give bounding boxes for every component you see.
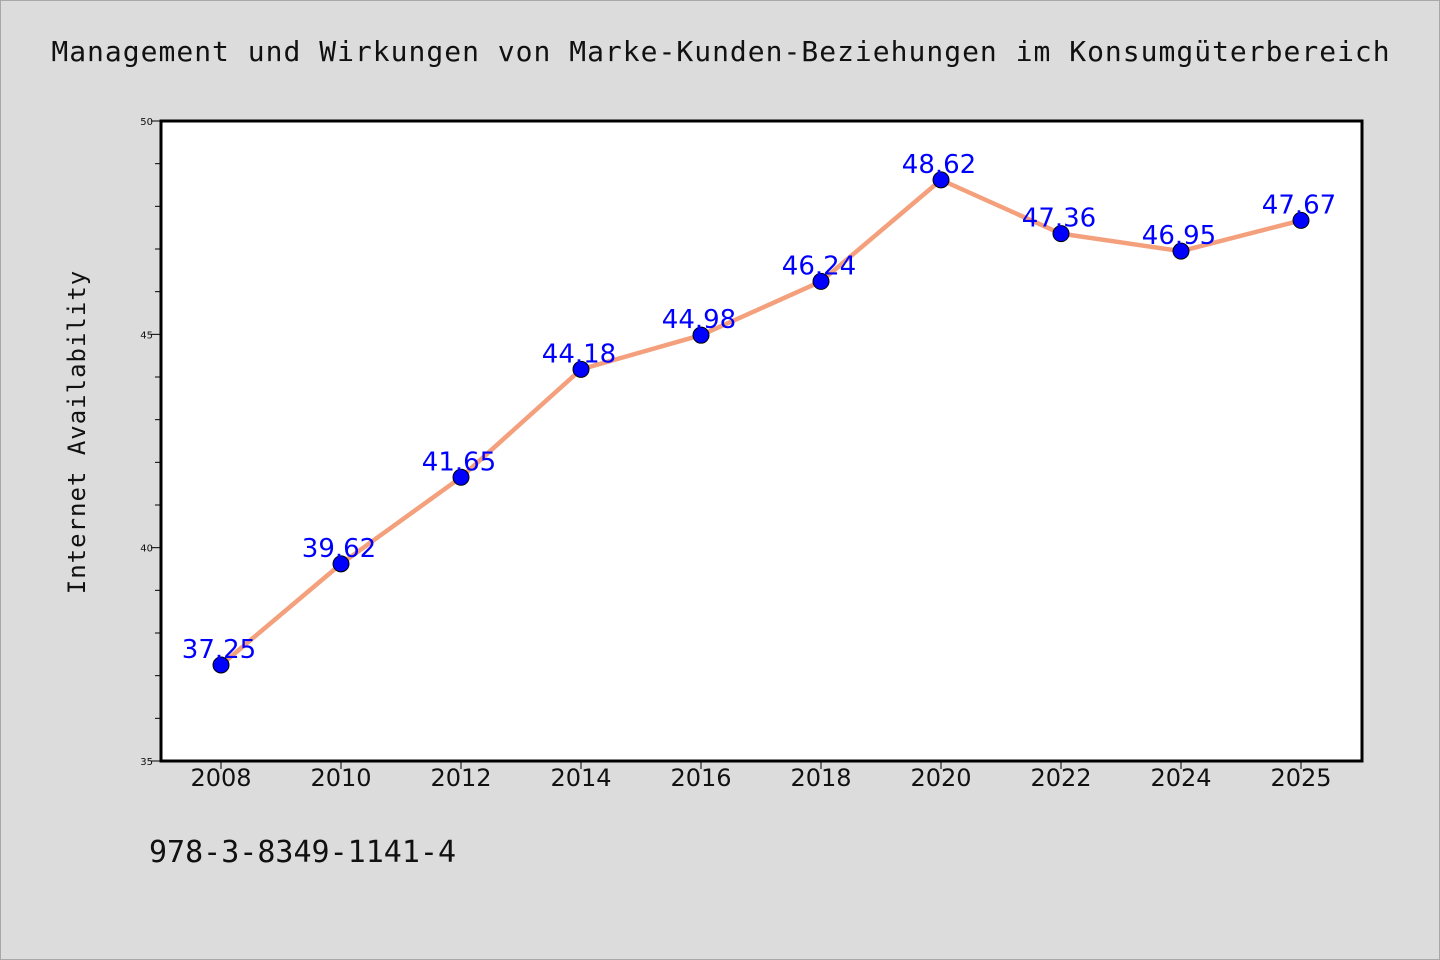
data-point bbox=[332, 555, 350, 573]
data-point bbox=[692, 326, 710, 344]
x-tick-label: 2018 bbox=[790, 764, 851, 792]
data-label: 47.36 bbox=[1022, 204, 1096, 234]
data-point bbox=[452, 468, 470, 486]
data-label: 47.67 bbox=[1262, 190, 1336, 220]
x-tick-label: 2008 bbox=[190, 764, 251, 792]
x-tick-label: 2010 bbox=[310, 764, 371, 792]
x-tick-label: 2012 bbox=[430, 764, 491, 792]
x-tick-label: 2014 bbox=[550, 764, 611, 792]
x-tick-label: 2016 bbox=[670, 764, 731, 792]
data-label: 48.62 bbox=[902, 150, 976, 180]
y-tick-label: 40 bbox=[140, 544, 153, 555]
chart-title: Management und Wirkungen von Marke-Kunde… bbox=[51, 35, 1391, 68]
data-point bbox=[1292, 211, 1310, 229]
data-label: 44.98 bbox=[662, 305, 736, 335]
data-point bbox=[572, 360, 590, 378]
plot-area bbox=[159, 119, 1364, 763]
x-tick-label: 2024 bbox=[1150, 764, 1211, 792]
data-label: 39.62 bbox=[302, 534, 376, 564]
data-point bbox=[1172, 242, 1190, 260]
y-tick-label: 45 bbox=[140, 330, 153, 341]
data-label: 41.65 bbox=[422, 447, 496, 477]
series-line bbox=[218, 177, 1304, 668]
data-label: 44.18 bbox=[542, 339, 616, 369]
y-tick-label: 50 bbox=[140, 117, 153, 128]
data-point bbox=[212, 656, 230, 674]
data-point bbox=[932, 171, 950, 189]
data-label: 46.24 bbox=[782, 251, 856, 281]
x-tick-label: 2025 bbox=[1270, 764, 1331, 792]
x-tick-label: 2020 bbox=[910, 764, 971, 792]
y-axis-title: Internet Availability bbox=[63, 270, 91, 594]
data-point bbox=[1052, 225, 1070, 243]
data-label: 37.25 bbox=[182, 635, 256, 665]
footer-code: 978-3-8349-1141-4 bbox=[149, 835, 457, 870]
data-label: 46.95 bbox=[1142, 221, 1216, 251]
data-point bbox=[812, 272, 830, 290]
x-tick-label: 2022 bbox=[1030, 764, 1091, 792]
y-tick-label: 35 bbox=[140, 757, 153, 768]
